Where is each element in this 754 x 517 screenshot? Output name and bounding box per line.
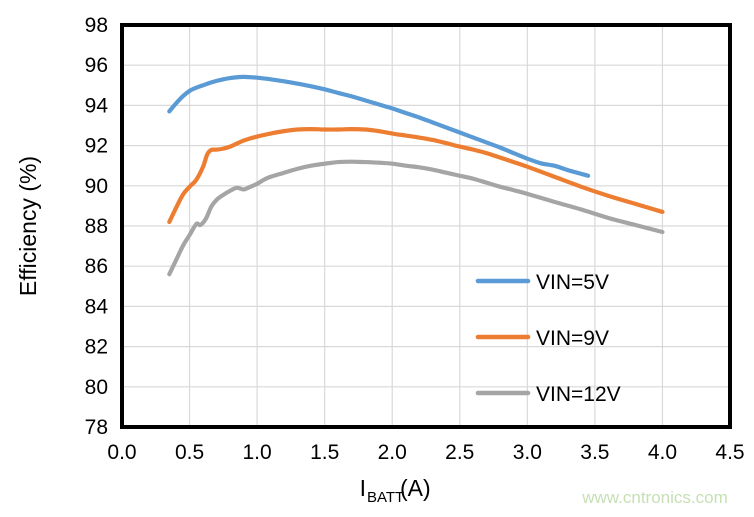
- svg-text:86: 86: [85, 255, 108, 278]
- series-line-vin5v: [167, 74, 591, 178]
- svg-text:84: 84: [85, 295, 109, 318]
- svg-text:0.5: 0.5: [175, 441, 204, 464]
- svg-text:2.5: 2.5: [445, 441, 474, 464]
- series-lines: [167, 74, 665, 277]
- svg-text:www.cntronics.com: www.cntronics.com: [581, 488, 727, 507]
- svg-text:78: 78: [85, 416, 108, 439]
- svg-text:82: 82: [85, 336, 108, 359]
- watermark: www.cntronics.com: [581, 488, 727, 507]
- svg-text:4.0: 4.0: [648, 441, 677, 464]
- legend: VIN=5V VIN=9V VIN=12V: [475, 271, 621, 406]
- series-line-vin9v: [167, 127, 665, 225]
- svg-text:94: 94: [85, 94, 109, 117]
- svg-text:I: I: [360, 475, 366, 501]
- svg-text:4.5: 4.5: [715, 441, 744, 464]
- svg-text:2.0: 2.0: [378, 441, 407, 464]
- svg-text:98: 98: [85, 14, 108, 37]
- svg-text:1.0: 1.0: [243, 441, 272, 464]
- gridlines-horizontal: [122, 64, 730, 388]
- svg-text:0.0: 0.0: [107, 441, 136, 464]
- svg-text:80: 80: [85, 376, 108, 399]
- plot-area-border: [120, 23, 732, 429]
- legend-label-0: VIN=5V: [536, 271, 609, 294]
- svg-text:3.0: 3.0: [513, 441, 542, 464]
- svg-text:90: 90: [85, 175, 108, 198]
- svg-text:92: 92: [85, 135, 108, 158]
- svg-text:88: 88: [85, 215, 108, 238]
- svg-text:Efficiency (%): Efficiency (%): [15, 156, 41, 296]
- y-axis-title: Efficiency (%): [15, 156, 41, 296]
- legend-label-1: VIN=9V: [536, 327, 609, 350]
- svg-text:BATT: BATT: [367, 489, 404, 506]
- svg-text:1.5: 1.5: [310, 441, 339, 464]
- svg-text:96: 96: [85, 54, 108, 77]
- y-axis-tick-labels: 78 80 82 84 86 88 90 92 94 96 98: [85, 14, 109, 439]
- svg-text:3.5: 3.5: [580, 441, 609, 464]
- series-line-vin12v: [167, 159, 665, 277]
- x-axis-title: I BATT (A): [360, 475, 431, 506]
- legend-label-2: VIN=12V: [536, 383, 621, 406]
- x-axis-tick-labels: 0.0 0.5 1.0 1.5 2.0 2.5 3.0 3.5 4.0 4.5: [107, 441, 744, 464]
- svg-text:(A): (A): [400, 475, 431, 501]
- gridlines-vertical: [188, 25, 664, 427]
